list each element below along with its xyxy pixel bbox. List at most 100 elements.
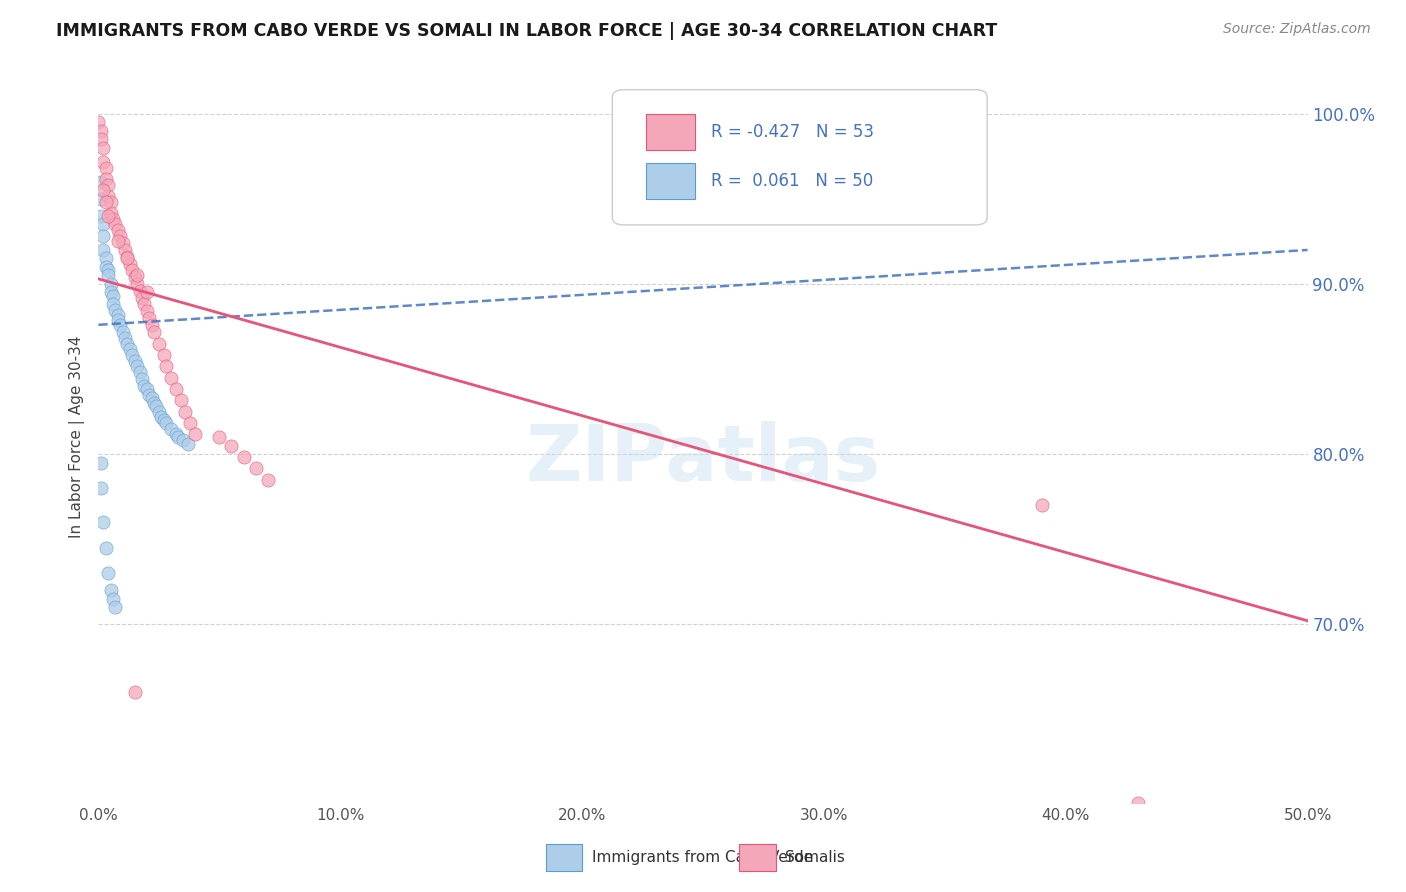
- Point: [135, 383, 157, 397]
- Point: [256, 473, 278, 487]
- Point: [1031, 498, 1053, 512]
- Point: [165, 383, 187, 397]
- Point: [87, 115, 110, 129]
- Point: [90, 192, 112, 206]
- Point: [90, 456, 112, 470]
- Point: [155, 417, 177, 431]
- Point: [104, 302, 127, 317]
- Point: [172, 434, 194, 448]
- Point: [148, 404, 170, 418]
- Point: [107, 222, 129, 236]
- Point: [127, 277, 149, 291]
- Point: [121, 263, 143, 277]
- Y-axis label: In Labor Force | Age 30-34: In Labor Force | Age 30-34: [69, 335, 86, 539]
- Point: [152, 348, 174, 362]
- Text: ZIPatlas: ZIPatlas: [526, 421, 880, 497]
- Point: [160, 370, 183, 384]
- Point: [160, 421, 183, 435]
- Point: [208, 430, 231, 444]
- Point: [100, 205, 122, 219]
- Point: [91, 243, 114, 257]
- Point: [94, 161, 117, 176]
- Point: [100, 285, 122, 300]
- Point: [245, 460, 267, 475]
- Point: [104, 600, 127, 615]
- Point: [94, 252, 117, 266]
- Point: [221, 439, 243, 453]
- Point: [100, 195, 122, 210]
- Point: [101, 297, 124, 311]
- Point: [134, 297, 156, 311]
- Point: [128, 284, 150, 298]
- Point: [152, 413, 174, 427]
- Text: R = -0.427   N = 53: R = -0.427 N = 53: [711, 123, 875, 141]
- Point: [128, 366, 150, 380]
- Point: [117, 252, 139, 266]
- Point: [97, 268, 120, 283]
- Point: [141, 391, 163, 405]
- Point: [97, 209, 120, 223]
- Point: [101, 212, 124, 227]
- Point: [127, 268, 149, 283]
- Point: [143, 325, 166, 339]
- Point: [131, 291, 153, 305]
- Point: [117, 336, 139, 351]
- Point: [94, 541, 117, 555]
- Point: [97, 566, 120, 581]
- Point: [165, 426, 187, 441]
- Text: R =  0.061   N = 50: R = 0.061 N = 50: [711, 172, 873, 190]
- Point: [150, 409, 173, 424]
- Point: [91, 218, 114, 232]
- Point: [107, 308, 129, 322]
- Point: [124, 353, 146, 368]
- Point: [90, 209, 112, 223]
- Point: [124, 270, 146, 285]
- Point: [138, 311, 160, 326]
- Point: [90, 132, 112, 146]
- Point: [114, 243, 136, 257]
- Point: [101, 591, 124, 606]
- Point: [91, 154, 114, 169]
- Point: [141, 318, 163, 332]
- Point: [121, 348, 143, 362]
- Point: [134, 379, 156, 393]
- Point: [135, 285, 157, 300]
- Point: [91, 141, 114, 155]
- Point: [179, 417, 201, 431]
- Point: [177, 437, 200, 451]
- Point: [91, 183, 114, 197]
- Point: [169, 392, 191, 407]
- Point: [155, 359, 177, 373]
- Point: [94, 260, 117, 274]
- Point: [143, 396, 166, 410]
- Point: [111, 325, 134, 339]
- Text: IMMIGRANTS FROM CABO VERDE VS SOMALI IN LABOR FORCE | AGE 30-34 CORRELATION CHAR: IMMIGRANTS FROM CABO VERDE VS SOMALI IN …: [56, 22, 997, 40]
- Point: [1128, 796, 1150, 810]
- Point: [174, 404, 197, 418]
- Point: [94, 171, 117, 186]
- Point: [91, 515, 114, 529]
- Point: [108, 229, 131, 244]
- FancyBboxPatch shape: [613, 90, 987, 225]
- Point: [131, 372, 153, 386]
- Text: Immigrants from Cabo Verde: Immigrants from Cabo Verde: [592, 850, 813, 865]
- Point: [90, 124, 112, 138]
- FancyBboxPatch shape: [546, 845, 582, 871]
- Point: [167, 430, 190, 444]
- Text: Source: ZipAtlas.com: Source: ZipAtlas.com: [1223, 22, 1371, 37]
- Point: [148, 336, 170, 351]
- Point: [100, 277, 122, 291]
- Point: [90, 481, 112, 495]
- Point: [97, 263, 120, 277]
- FancyBboxPatch shape: [647, 163, 695, 200]
- Point: [124, 685, 146, 699]
- Point: [107, 235, 129, 249]
- Point: [118, 256, 141, 270]
- FancyBboxPatch shape: [740, 845, 776, 871]
- Point: [138, 387, 160, 401]
- Point: [97, 178, 120, 193]
- Point: [135, 304, 157, 318]
- Point: [117, 250, 139, 264]
- Point: [100, 583, 122, 598]
- Point: [184, 426, 207, 441]
